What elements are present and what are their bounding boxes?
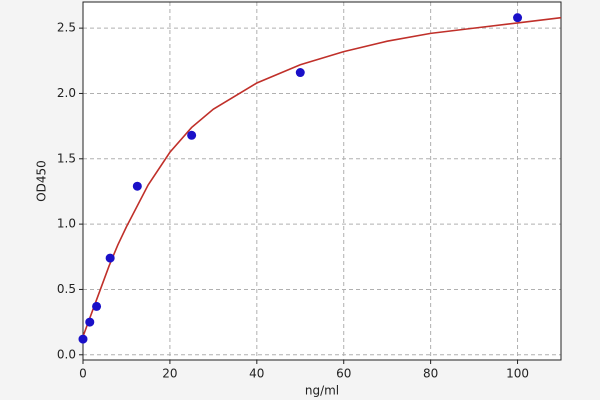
y-tick-label: 0.5 (57, 282, 76, 296)
x-tick-label: 80 (423, 367, 438, 381)
data-point (513, 13, 523, 23)
y-tick-label: 1.5 (57, 151, 76, 165)
y-tick-label: 1.0 (57, 217, 76, 231)
y-tick-label: 0.0 (57, 347, 76, 361)
x-tick-label: 40 (249, 367, 264, 381)
data-point (187, 130, 197, 140)
x-axis-label: ng/ml (305, 384, 339, 398)
fit-curve (82, 16, 562, 337)
plot-frame (82, 1, 562, 361)
data-point (295, 68, 305, 78)
y-tick-label: 2.5 (57, 21, 76, 35)
plot-area (83, 2, 561, 360)
x-tick-label: 20 (162, 367, 177, 381)
data-point (78, 334, 88, 344)
y-tick-label: 2.0 (57, 86, 76, 100)
x-tick-label: 0 (79, 367, 87, 381)
data-point (92, 301, 102, 311)
x-tick-label: 60 (336, 367, 351, 381)
data-point (105, 253, 115, 263)
y-axis-label: OD450 (35, 160, 49, 202)
x-tick-label: 100 (506, 367, 529, 381)
data-point (132, 181, 142, 191)
data-point (85, 317, 95, 327)
